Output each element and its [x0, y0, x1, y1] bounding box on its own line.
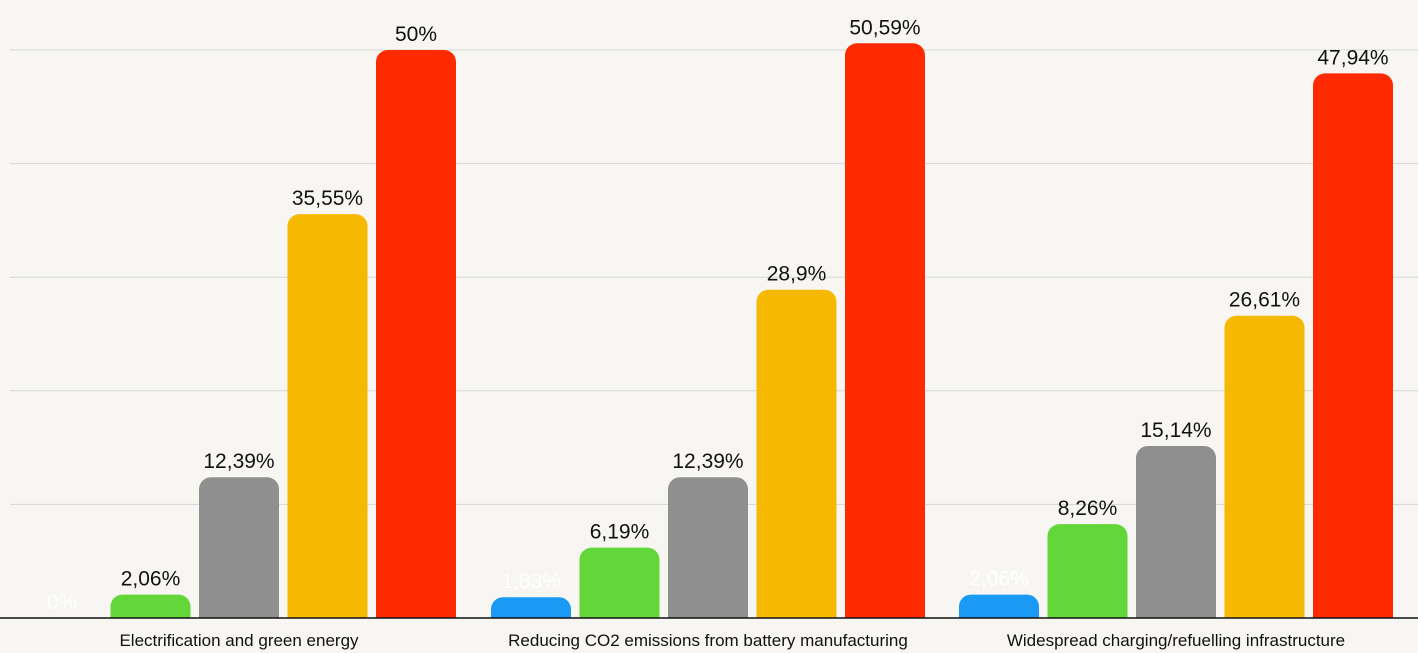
bar — [756, 289, 837, 618]
bar-value-label: 47,94% — [1317, 46, 1388, 69]
bars — [110, 43, 1393, 618]
bar-value-label: 26,61% — [1229, 289, 1300, 312]
bar-value-label: 6,19% — [590, 521, 650, 544]
bar-value-label: 1,83% — [501, 570, 561, 593]
bar — [1047, 524, 1128, 618]
category-label: Reducing CO2 emissions from battery manu… — [508, 631, 908, 650]
bar — [1136, 446, 1216, 618]
bar-value-label: 2,06% — [969, 568, 1029, 591]
bar-value-label: 0% — [47, 591, 77, 614]
bar — [199, 477, 279, 618]
category-label: Widespread charging/refuelling infrastru… — [1007, 631, 1345, 650]
bar-value-label: 50% — [395, 23, 437, 46]
bar — [579, 547, 660, 618]
bar — [845, 43, 925, 618]
bar-value-label: 8,26% — [1058, 497, 1118, 520]
bar — [110, 594, 191, 618]
data-labels: 0% 2,06% 12,39% 35,55% 50% 1,83% 6,19% 12,39% 28… — [47, 16, 1389, 614]
bar — [376, 50, 456, 618]
bar-value-label: 35,55% — [292, 187, 363, 210]
bar-value-label: 12,39% — [672, 450, 743, 473]
bar — [1224, 315, 1305, 618]
category-labels: Electrification and green energy Reducing… — [119, 631, 1345, 650]
category-label: Electrification and green energy — [119, 631, 359, 650]
bar-value-label: 50,59% — [849, 16, 920, 39]
bar — [1313, 73, 1393, 618]
bar — [959, 594, 1039, 618]
bar-value-label: 15,14% — [1140, 419, 1211, 442]
bar-value-label: 12,39% — [203, 450, 274, 473]
bar-value-label: 2,06% — [121, 568, 181, 591]
bar — [287, 214, 368, 618]
bar — [668, 477, 748, 618]
bar — [491, 597, 571, 618]
bar-value-label: 28,9% — [767, 263, 827, 286]
